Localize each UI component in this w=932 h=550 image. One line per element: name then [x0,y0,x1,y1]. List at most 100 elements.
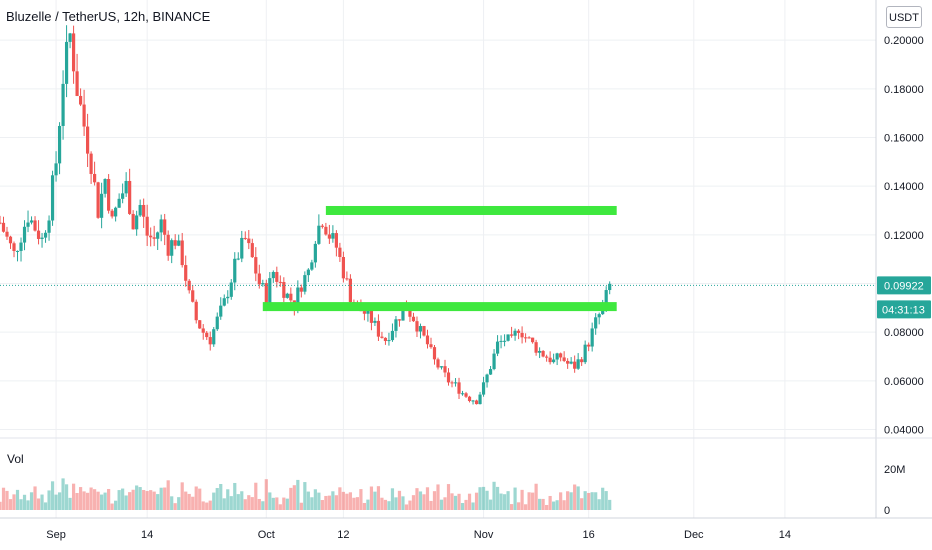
candle [226,290,230,304]
volume-bar [499,493,503,510]
candle [12,241,16,258]
candle [163,213,167,246]
candle [425,329,430,349]
candle [268,272,272,308]
candle-body [492,353,496,370]
candle [271,270,275,283]
candle-body [131,213,135,230]
volume-bar [96,491,100,510]
volume-bar [12,494,16,510]
candle [418,323,423,339]
candle [103,178,107,198]
volume-bar [222,498,226,510]
candle [173,234,177,250]
candle [583,340,587,365]
candle [443,359,447,378]
candle [229,279,233,300]
volume-bar [68,497,72,510]
candle [576,353,580,370]
candle-body [362,311,367,314]
volume-bar [303,482,307,510]
volume-bar [359,489,363,510]
volume-bar [173,503,177,510]
candle-body [573,361,577,369]
candle-body [488,369,493,375]
candle [285,292,289,299]
candle [166,230,170,261]
volume-bar [587,492,591,510]
volume-bar [608,499,612,510]
candle [327,224,331,244]
volume-bar [22,494,27,510]
candle-body [26,222,30,227]
price-axis[interactable]: 0.040000.060000.080000.100000.120000.140… [884,35,924,436]
volume-bar [439,499,444,510]
candle-body [583,344,587,363]
candle [380,331,384,339]
volume-bar [191,496,195,510]
candle [313,240,317,268]
candle-body [604,290,608,305]
candle [338,242,342,262]
candle-body [219,305,223,317]
candle [124,172,128,197]
candle-body [394,319,398,331]
candle [100,182,104,229]
volume-bar [114,500,118,510]
candle [552,353,556,364]
candle-body [545,356,549,358]
candle-body [233,258,237,283]
volume-bar [50,481,55,510]
volume-bar [261,501,265,510]
volume-bar [432,491,437,510]
candle-body [566,360,570,364]
candle [114,206,118,222]
candle [303,271,307,295]
volume-bar [268,492,272,510]
candle [341,251,345,283]
volume-bar [89,487,93,510]
time-axis[interactable]: Sep 14 Oct 12 Nov 16 Dec 14 [46,529,791,541]
candle-body [285,293,289,298]
candle-body [93,173,97,183]
candle-body [425,335,430,345]
grid-lines [0,0,876,518]
zone-lines[interactable] [262,205,617,312]
candle-body [184,265,188,281]
candle-body [107,178,111,211]
candle-body [278,281,282,283]
candle-body [152,237,156,239]
candle [573,355,577,373]
candle [19,237,23,262]
volume-bar [460,503,465,510]
candle [331,225,335,243]
volume-bar [271,497,275,510]
candle [156,231,160,250]
candle-body [502,340,507,342]
volume-bar [450,493,454,510]
currency-button[interactable]: USDT [886,6,922,28]
candle [411,312,416,322]
candle-body [208,337,212,345]
candle-body [145,216,149,236]
candle-body [401,309,405,321]
volume-bar [394,497,398,510]
candle-body [96,182,100,218]
candle-body [191,290,195,302]
candle [383,337,388,345]
volume-bar [446,484,451,510]
candle [40,232,44,248]
volume-bar [324,495,328,510]
volume-bar [40,494,44,510]
candle [373,317,377,326]
candle [89,151,93,184]
candle-body [275,271,279,282]
zone-line [325,205,617,215]
volume-bar [366,499,370,510]
candle [460,390,465,396]
volume-bar [583,491,587,510]
candle-body [261,283,265,285]
volume-bar [594,492,598,510]
candle [149,227,153,247]
